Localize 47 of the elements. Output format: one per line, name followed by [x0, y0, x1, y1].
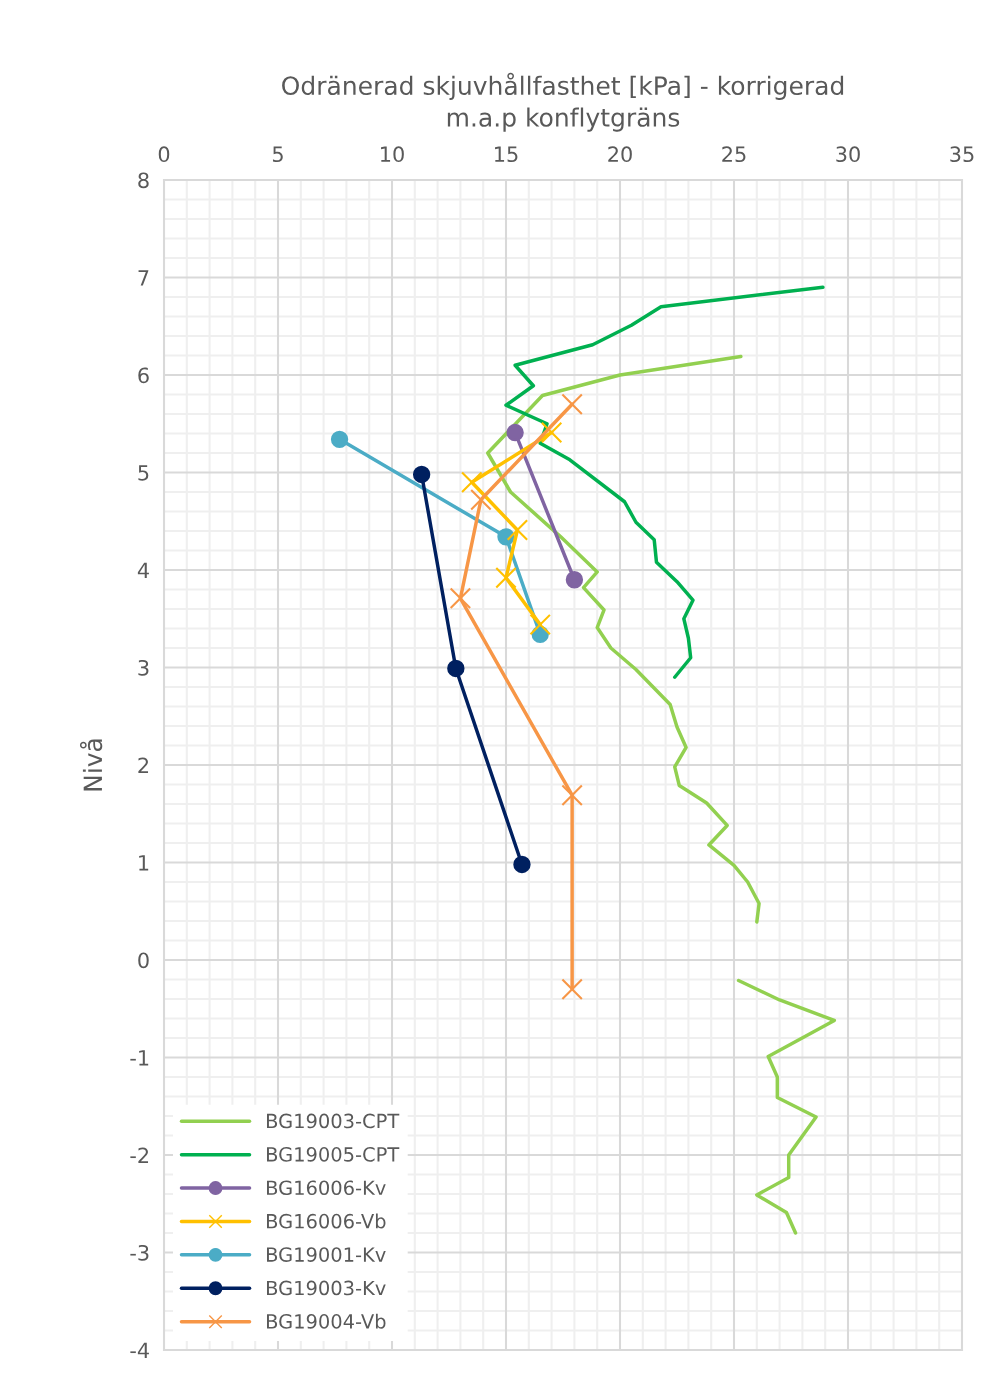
y-tick-label: 4 [137, 562, 149, 578]
legend-label: BG19005-CPT [267, 1147, 400, 1162]
legend-label: BG19001-Kv [267, 1247, 386, 1262]
point [412, 465, 431, 484]
x-tick-label: 30 [836, 146, 860, 163]
point [513, 855, 531, 874]
line-series [504, 285, 825, 679]
y-tick-label: 1 [139, 855, 149, 871]
y-tick-label: 7 [138, 270, 149, 286]
legend-label: BG19004-Vb [267, 1313, 386, 1329]
y-tick-label: -4 [130, 1342, 149, 1358]
legend-label: BG19003-CPT [267, 1113, 400, 1129]
point [561, 393, 583, 416]
y-tick-label: 5 [138, 465, 149, 481]
legend-label: BG19003-Kv [267, 1280, 386, 1296]
point [529, 613, 551, 636]
point [495, 567, 517, 589]
point [561, 978, 583, 1001]
y-tick-label: 0 [138, 952, 149, 969]
x-tick-label: 15 [495, 146, 518, 163]
x-tick-label: 5 [272, 146, 283, 163]
y-tick-label: -3 [130, 1244, 149, 1261]
point [449, 587, 472, 610]
x-tick-label: 35 [950, 146, 974, 163]
y-tick-label: 2 [138, 757, 149, 773]
y-tick-label: -2 [130, 1147, 149, 1163]
x-tick-label: 10 [381, 146, 404, 163]
point [506, 423, 524, 442]
point [447, 659, 465, 678]
point [565, 571, 584, 589]
point [461, 471, 483, 494]
point [506, 519, 529, 541]
y-axis-title: Nivå [79, 739, 103, 791]
x-tick-label: 25 [722, 146, 746, 163]
x-tick-label: 0 [158, 146, 170, 163]
y-tick-label: -1 [130, 1050, 149, 1066]
point [330, 430, 349, 449]
x-tick-label: 20 [608, 146, 632, 163]
legend-label: BG16006-Kv [267, 1180, 386, 1196]
legend-label: BG16006-Vb [267, 1213, 386, 1229]
point [540, 421, 563, 444]
point [470, 489, 492, 511]
y-tick-label: 8 [138, 172, 149, 189]
point [561, 784, 583, 806]
y-tick-label: 6 [138, 367, 149, 384]
y-tick-label: 3 [138, 659, 149, 676]
x-axis-title: Odränerad skjuvhållfasthet [kPa] - korrigerad m.a.p konflytgräns [282, 72, 844, 132]
